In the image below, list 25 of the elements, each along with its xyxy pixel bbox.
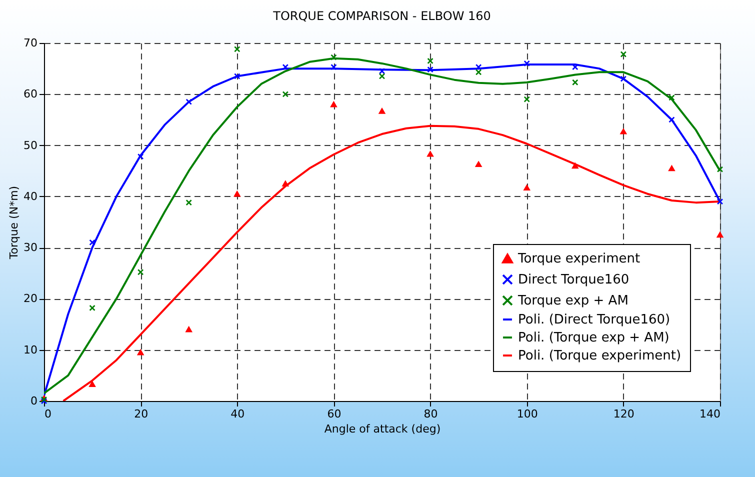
x-axis-title: Angle of attack (deg) (324, 422, 441, 436)
y-tick-label: 30 (24, 241, 38, 254)
x-tick-label: 100 (516, 408, 538, 420)
chart-title: TORQUE COMPARISON - ELBOW 160 (272, 9, 491, 23)
x-tick-label: 140 (700, 408, 720, 420)
legend-label: Poli. (Direct Torque160) (518, 312, 670, 328)
x-tick-label: 120 (613, 408, 634, 420)
y-axis-title: Torque (N*m) (8, 186, 21, 260)
legend-label: Direct Torque160 (518, 272, 630, 288)
legend-label: Torque experiment (517, 252, 640, 266)
x-tick-label: 60 (327, 408, 342, 420)
x-tick-label: 80 (424, 408, 438, 420)
x-tick-label: 40 (230, 408, 245, 420)
legend-label: Poli. (Torque exp + AM) (518, 330, 670, 346)
x-tick-label: 20 (134, 408, 148, 420)
x-tick-label: 0 (44, 408, 52, 420)
y-tick-label: 70 (24, 36, 38, 50)
legend-label: Torque exp + AM (517, 294, 628, 308)
legend-label: Poli. (Torque experiment) (518, 348, 682, 364)
y-tick-label: 0 (30, 394, 38, 408)
y-tick-label: 40 (24, 190, 38, 203)
y-tick-label: 50 (24, 138, 38, 152)
y-tick-label: 60 (24, 88, 38, 101)
y-tick-label: 10 (24, 343, 38, 356)
y-tick-label: 20 (24, 292, 38, 306)
